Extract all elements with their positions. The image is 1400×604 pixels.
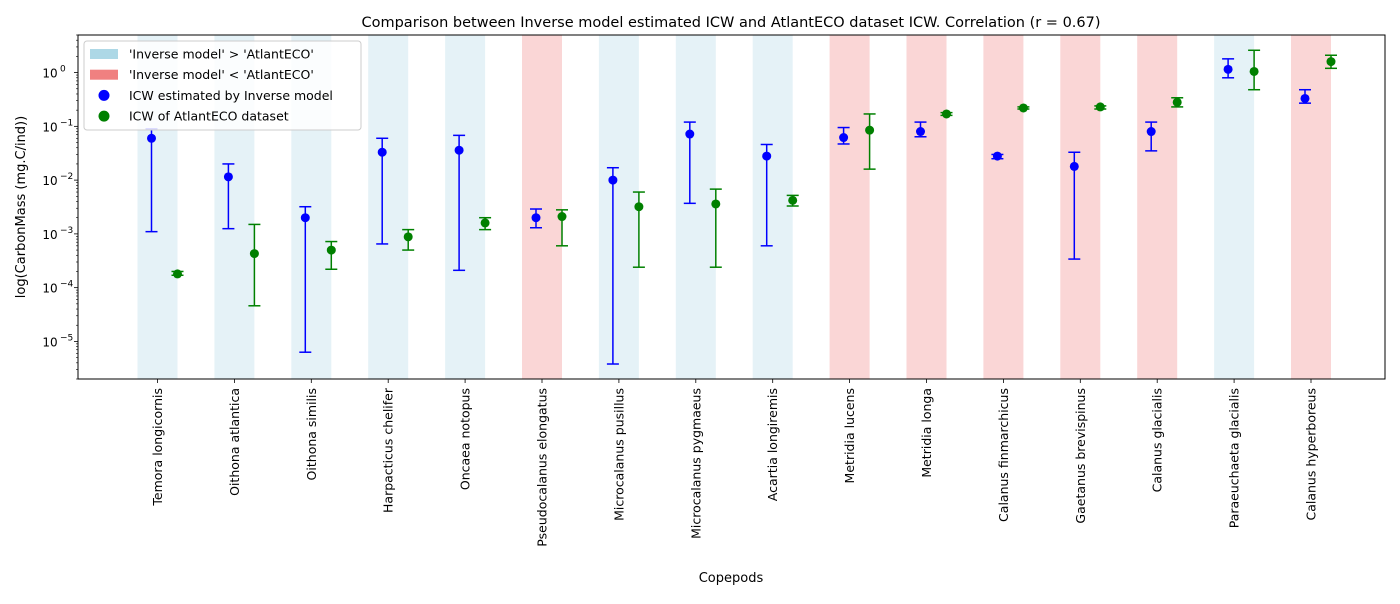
legend-label: 'Inverse model' > 'AtlantECO' [129, 47, 314, 62]
x-tick-label: Microcalanus pusillus [611, 388, 626, 521]
data-point [788, 195, 798, 205]
x-tick-label: Harpacticus chelifer [381, 387, 396, 513]
data-point [377, 147, 387, 157]
data-point [762, 151, 772, 161]
x-tick-label: Microcalanus pygmaeus [688, 388, 703, 539]
data-point [711, 199, 721, 209]
data-point [1018, 103, 1028, 113]
data-point [403, 232, 413, 242]
data-point [173, 269, 182, 279]
legend-swatch [90, 69, 118, 80]
x-tick-label: Oithona similis [304, 388, 319, 480]
band-less [906, 35, 947, 379]
y-tick-exponent: −3 [60, 226, 73, 236]
data-point [916, 127, 925, 137]
data-point [1095, 102, 1105, 112]
y-tick-exponent: −5 [60, 333, 73, 343]
y-tick-label: 10 [42, 282, 57, 296]
plot-frame [77, 34, 1386, 380]
data-point [1249, 66, 1259, 76]
data-point [531, 213, 541, 223]
data-point [249, 249, 259, 259]
data-point [454, 145, 464, 155]
legend-label: ICW estimated by Inverse model [129, 88, 333, 103]
y-tick-label: 10 [42, 120, 57, 134]
x-tick-label: Gaetanus brevispinus [1073, 388, 1088, 524]
band-less [1291, 35, 1331, 379]
y-tick-exponent: 0 [60, 65, 66, 75]
x-axis-ticks: Temora longicornis Oithona atlantica Oitho… [150, 379, 1319, 547]
data-point [1146, 127, 1156, 137]
x-axis-label: Copepods [699, 571, 764, 586]
data-point [147, 133, 156, 143]
data-point [685, 129, 695, 139]
band-less [522, 35, 562, 379]
data-point [1172, 97, 1182, 107]
band-greater [368, 35, 409, 379]
x-tick-label: Oncaea notopus [458, 388, 473, 490]
x-tick-label: Metridia longa [919, 388, 934, 478]
x-tick-label: Calanus glacialis [1150, 388, 1165, 492]
y-tick-label: 10 [42, 228, 57, 242]
data-point [1069, 161, 1079, 171]
band-greater [1214, 35, 1255, 379]
x-tick-label: Calanus finmarchicus [996, 388, 1011, 522]
x-tick-label: Temora longicornis [150, 388, 165, 507]
band-greater [598, 35, 639, 379]
data-point [480, 218, 490, 228]
band-less [829, 35, 870, 379]
y-tick-label: 10 [42, 67, 57, 81]
x-tick-label: Metridia lucens [842, 388, 857, 483]
data-point [1300, 93, 1310, 103]
y-tick-label: 10 [42, 174, 57, 188]
legend: 'Inverse model' > 'AtlantECO' 'Inverse mo… [83, 40, 362, 131]
data-point [942, 109, 951, 119]
y-tick-exponent: −4 [60, 280, 74, 290]
y-axis-label: log(CarbonMass (mg.C/ind)) [14, 116, 29, 298]
data-point [634, 202, 644, 212]
data-point [1223, 64, 1233, 74]
data-point [839, 133, 849, 143]
data-point [223, 172, 233, 182]
band-greater [752, 35, 793, 379]
x-tick-label: Paraeuchaeta glacialis [1227, 388, 1242, 528]
x-tick-label: Oithona atlantica [227, 388, 242, 496]
x-tick-label: Calanus hyperboreus [1304, 388, 1319, 521]
chart-title: Comparison between Inverse model estimat… [361, 15, 1100, 31]
legend-box [83, 40, 362, 131]
data-point [1326, 57, 1336, 67]
legend-label: 'Inverse model' < 'AtlantECO' [129, 67, 314, 82]
data-points [147, 57, 1336, 279]
data-point [865, 125, 875, 135]
band-less [1137, 35, 1178, 379]
y-tick-exponent: −2 [60, 172, 73, 182]
legend-label: ICW of AtlantECO dataset [129, 109, 289, 124]
band-greater [445, 35, 486, 379]
y-tick-label: 10 [42, 335, 57, 349]
x-tick-label: Acartia longiremis [765, 388, 780, 501]
legend-marker [98, 110, 110, 122]
x-tick-label: Pseudocalanus elongatus [535, 388, 550, 547]
data-point [326, 245, 336, 255]
data-point [300, 213, 310, 223]
data-point [992, 151, 1002, 161]
band-less [1060, 35, 1101, 379]
y-tick-exponent: −1 [60, 118, 73, 128]
band-less [983, 35, 1024, 379]
data-point [557, 212, 567, 222]
data-point [608, 175, 618, 185]
band-greater [675, 35, 716, 379]
legend-swatch [90, 49, 118, 59]
legend-marker [98, 89, 110, 101]
